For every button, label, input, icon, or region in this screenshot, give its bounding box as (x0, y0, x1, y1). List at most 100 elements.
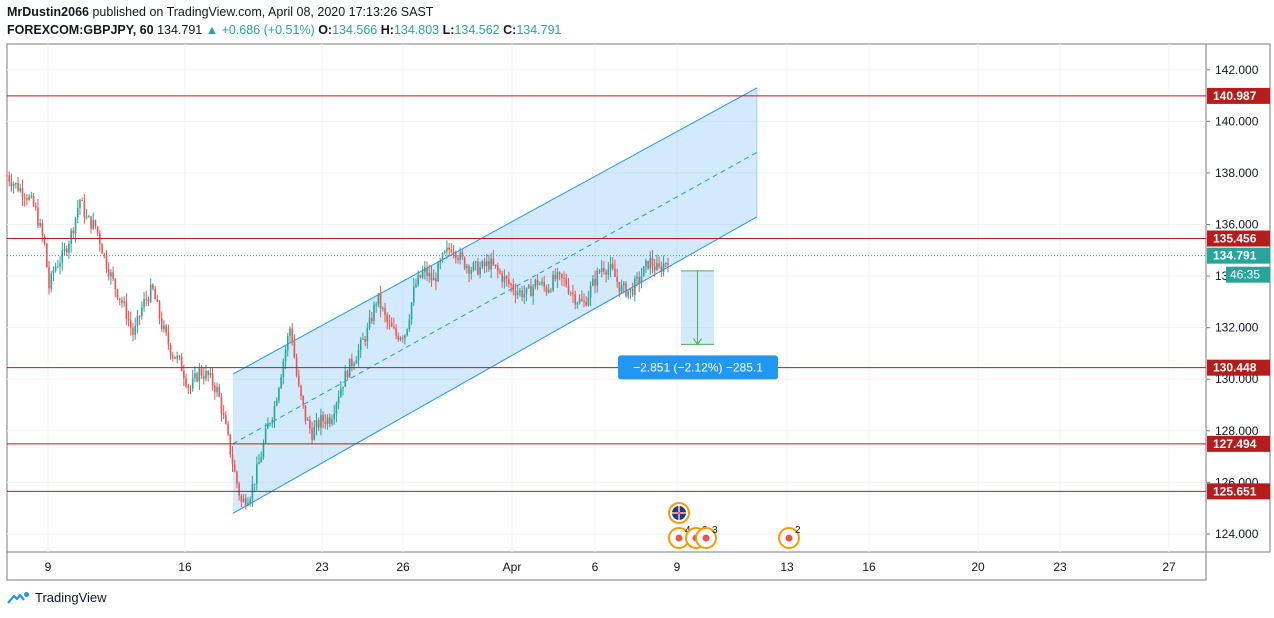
candle-body (583, 300, 585, 302)
candle-body (618, 281, 621, 292)
high-label: H: (380, 23, 394, 37)
candle-body (328, 417, 331, 424)
countdown-tag (1226, 266, 1270, 283)
candle-body (154, 288, 156, 300)
candle-body (461, 252, 464, 258)
channel-upper-line[interactable] (232, 87, 758, 375)
candle-body (169, 344, 172, 356)
low-value: 134.562 (454, 23, 500, 37)
candle-body (523, 293, 526, 298)
plot-area[interactable] (6, 43, 1207, 553)
candle-body (114, 278, 117, 290)
candle-body (441, 253, 444, 261)
candle-body (532, 286, 534, 297)
candle-body (189, 387, 192, 389)
candle-body (320, 414, 322, 428)
published-text: published on TradingView.com, April 08, … (88, 5, 434, 19)
candle-body (519, 290, 521, 293)
channel-lower-line[interactable] (232, 216, 758, 514)
candle-body (247, 502, 249, 506)
candle-body (543, 281, 546, 287)
event-count-label: 3 (712, 525, 718, 536)
close-label: C: (503, 23, 517, 37)
level-price-label: 125.651 (1213, 484, 1257, 498)
candle-body (145, 299, 148, 301)
close-value: 134.791 (516, 23, 562, 37)
candle-body (300, 385, 302, 396)
candle-body (395, 328, 397, 336)
tradingview-logo-icon (7, 591, 29, 604)
time-axis[interactable] (6, 551, 1207, 581)
x-tick-label: 6 (592, 560, 599, 574)
candle-body (342, 386, 344, 389)
candle-body (253, 483, 256, 485)
candle-body (569, 292, 572, 294)
candle-body (41, 222, 44, 236)
candle-body (472, 263, 475, 271)
candle-body (567, 285, 570, 293)
brand-name: TradingView (35, 590, 107, 605)
candle-body (61, 250, 64, 264)
candle-body (565, 278, 568, 286)
candle-body (388, 322, 391, 324)
candle-body (393, 326, 395, 329)
candle-body (34, 205, 37, 208)
candle-body (649, 257, 652, 269)
candle-body (600, 268, 603, 272)
candle-body (211, 373, 214, 386)
candle-body (286, 336, 289, 350)
publish-info: MrDustin2066 published on TradingView.co… (7, 5, 433, 19)
candle-body (488, 261, 490, 270)
channel-median-line[interactable] (232, 151, 758, 445)
candle-body (576, 302, 579, 305)
candle-body (39, 222, 41, 226)
candle-body (510, 283, 512, 285)
candle-body (353, 363, 355, 366)
candle-body (147, 299, 150, 302)
x-tick-label: 13 (780, 560, 794, 574)
high-value: 134.803 (393, 23, 440, 37)
candle-body (187, 385, 190, 388)
candle-body (426, 267, 428, 277)
candle-body (340, 388, 342, 397)
candle-body (37, 207, 39, 226)
candle-body (26, 198, 28, 200)
price-axis[interactable] (1205, 43, 1271, 553)
candle-body (79, 200, 81, 208)
candle-body (242, 498, 245, 502)
symbol-name: FOREXCOM:GBPJPY, 60 (7, 23, 154, 37)
candle-body (191, 378, 194, 389)
candle-body (302, 395, 305, 406)
candle-body (607, 269, 610, 275)
candle-body (220, 396, 223, 414)
price-range-label: −2.851 (−2.12%) −285.1 (633, 360, 763, 374)
candle-body (653, 266, 656, 271)
candle-body (468, 266, 470, 274)
candle-body (479, 267, 481, 275)
candle-body (298, 375, 300, 386)
low-label: L: (442, 23, 455, 37)
candle-body (550, 289, 552, 291)
candle-body (326, 417, 329, 424)
candle-body (664, 262, 667, 264)
candle-body (158, 301, 161, 319)
y-tick-label: 130.000 (1215, 372, 1259, 386)
candle-body (267, 423, 269, 429)
x-tick-label: 26 (396, 560, 410, 574)
candle-body (512, 284, 515, 291)
candle-body (594, 278, 596, 286)
candle-body (129, 320, 132, 328)
candle-body (485, 261, 488, 266)
x-tick-label: 20 (971, 560, 985, 574)
candle-body (580, 298, 583, 301)
candle-body (359, 339, 362, 351)
last-price: 134.791 (157, 23, 203, 37)
x-tick-label: 23 (1053, 560, 1067, 574)
candle-body (103, 253, 106, 255)
candle-body (362, 338, 364, 340)
candle-body (645, 260, 647, 267)
candle-body (611, 264, 614, 269)
candle-body (185, 378, 187, 386)
candle-body (603, 268, 605, 272)
